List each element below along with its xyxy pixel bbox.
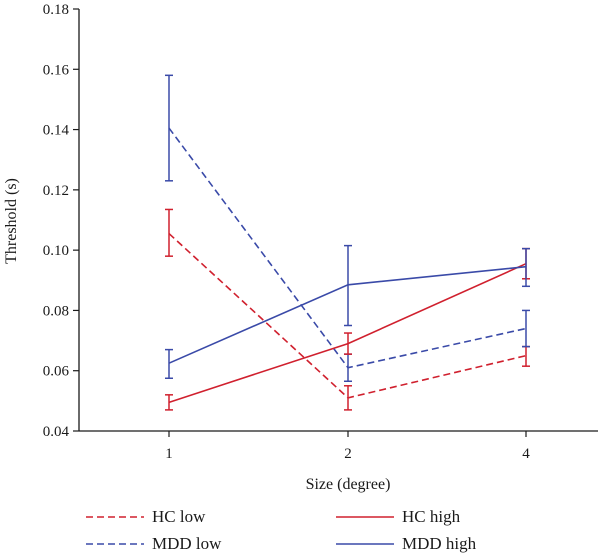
x-tick-label: 2 <box>344 446 352 462</box>
series-mdd-high <box>165 244 530 379</box>
y-axis-title: Threshold (s) <box>3 178 20 264</box>
legend: HC low MDD low HC high MDD high <box>86 507 477 553</box>
y-tick-label: 0.12 <box>43 183 69 199</box>
y-tick-label: 0.08 <box>43 303 69 319</box>
plot-area <box>165 74 530 411</box>
legend-item-hc-high: HC high <box>336 507 461 526</box>
y-tick-label: 0.14 <box>43 123 70 139</box>
legend-label: HC low <box>152 507 206 526</box>
axes: 0.04 0.06 0.08 0.10 0.12 0.14 0.16 0.18 1 2 4 <box>43 2 598 462</box>
legend-item-hc-low: HC low <box>86 507 206 526</box>
series-mdd-low <box>165 74 530 383</box>
y-tick-label: 0.04 <box>43 424 70 440</box>
legend-item-mdd-low: MDD low <box>86 534 222 553</box>
legend-label: MDD high <box>402 534 477 553</box>
legend-label: HC high <box>402 507 461 526</box>
y-tick-label: 0.18 <box>43 2 69 18</box>
x-tick-label: 1 <box>165 446 173 462</box>
legend-label: MDD low <box>152 534 222 553</box>
x-axis-title: Size (degree) <box>306 476 391 493</box>
y-tick-label: 0.10 <box>43 243 69 259</box>
y-tick-label: 0.16 <box>43 62 70 78</box>
x-tick-label: 4 <box>522 446 530 462</box>
y-tick-label: 0.06 <box>43 364 70 380</box>
legend-item-mdd-high: MDD high <box>336 534 477 553</box>
